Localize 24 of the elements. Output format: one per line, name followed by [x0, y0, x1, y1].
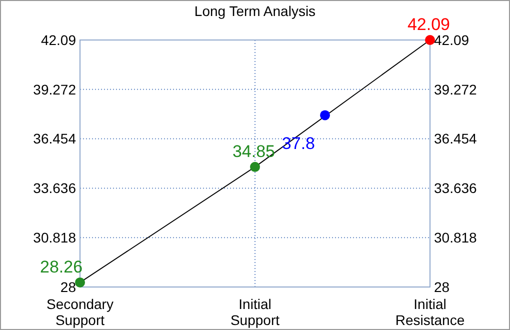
data-label: 28.26: [40, 257, 83, 276]
chart-title: Long Term Analysis: [194, 3, 316, 19]
y2-tick-label: 30.818: [434, 230, 478, 246]
data-label: 34.85: [232, 142, 275, 161]
y2-tick-label: 39.272: [434, 81, 478, 98]
x-tick-label: Initial Resistance: [395, 296, 465, 328]
y-tick-label: 42.09: [40, 32, 76, 48]
point: [250, 162, 260, 172]
y-tick-label: 36.454: [33, 130, 76, 147]
y2-tick-label: 33.636: [434, 180, 478, 196]
point: [75, 277, 85, 288]
data-label: 42.09: [407, 15, 450, 34]
y2-tick-label: 36.454: [434, 130, 478, 147]
x-tick-label: Initial Support: [230, 296, 280, 328]
y-tick-label: 28: [60, 278, 76, 295]
y2-tick-label: 42.09: [434, 32, 470, 48]
point: [425, 35, 435, 45]
y-tick-label: 39.272: [33, 81, 76, 98]
y-tick-label: 33.636: [33, 180, 76, 196]
x-tick-label: Secondary Support: [46, 296, 114, 328]
y2-tick-label: 28: [434, 278, 450, 295]
y-tick-label: 30.818: [33, 230, 76, 246]
point: [320, 110, 330, 120]
data-label: 37.8: [282, 134, 315, 154]
